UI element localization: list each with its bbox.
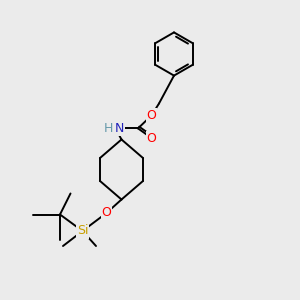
Text: O: O bbox=[147, 109, 156, 122]
Text: H: H bbox=[104, 122, 114, 135]
Text: Si: Si bbox=[77, 224, 88, 238]
Text: N: N bbox=[114, 122, 124, 135]
Text: O: O bbox=[147, 131, 156, 145]
Text: O: O bbox=[102, 206, 111, 220]
